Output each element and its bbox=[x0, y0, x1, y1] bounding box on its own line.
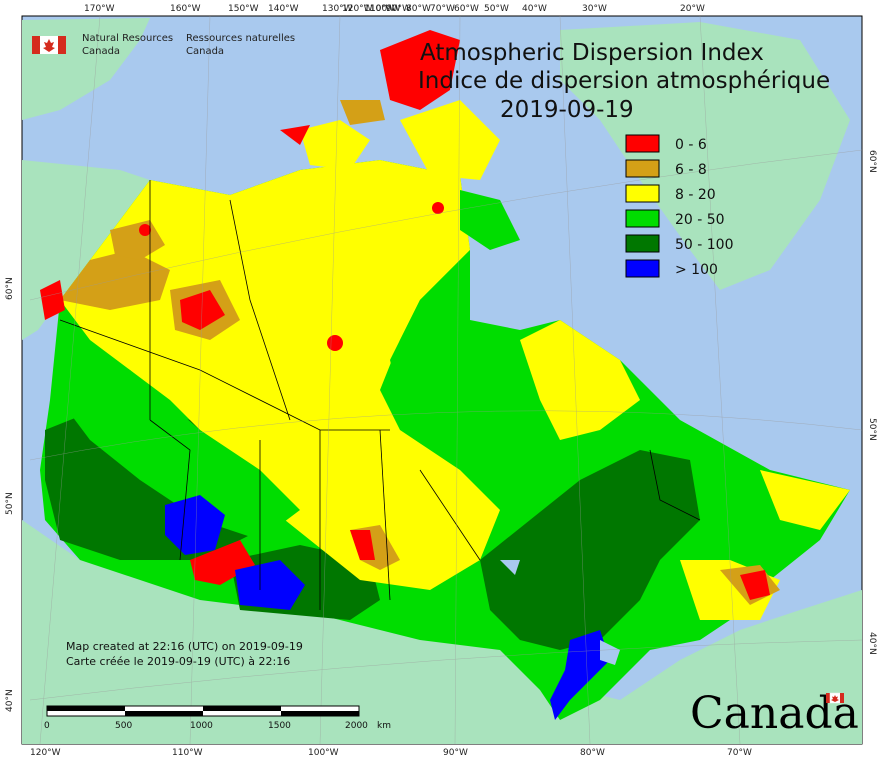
top-tick: 80°W bbox=[406, 4, 431, 14]
legend-item: 6 - 8 bbox=[625, 159, 707, 178]
title-en: Atmospheric Dispersion Index bbox=[420, 40, 764, 66]
bottom-tick: 110°W bbox=[172, 748, 203, 758]
legend-label: 20 - 50 bbox=[675, 212, 725, 228]
agency-block: Natural Resources Canada Ressources natu… bbox=[32, 33, 295, 57]
agency-en-line1: Natural Resources bbox=[82, 33, 173, 44]
scale-label: 2000 bbox=[345, 721, 368, 731]
top-tick: 160°W bbox=[170, 4, 201, 14]
right-axis: 60°N 50°N 40°N bbox=[867, 150, 877, 655]
title-fr: Indice de dispersion atmosphérique bbox=[418, 68, 830, 94]
scale-label: 500 bbox=[115, 721, 132, 731]
legend-item: 50 - 100 bbox=[625, 234, 734, 253]
flag-icon bbox=[32, 36, 40, 54]
right-tick: 60°N bbox=[867, 150, 877, 173]
legend-item: > 100 bbox=[625, 259, 718, 278]
bottom-tick: 70°W bbox=[727, 748, 752, 758]
scale-unit: km bbox=[377, 721, 391, 731]
top-tick: 60°W bbox=[454, 4, 479, 14]
top-tick: 20°W bbox=[680, 4, 705, 14]
top-tick: 140°W bbox=[268, 4, 299, 14]
created-note-en: Map created at 22:16 (UTC) on 2019-09-19 bbox=[66, 640, 303, 653]
legend: 0 - 6 6 - 8 8 - 20 20 - 50 50 - 100 > 10… bbox=[625, 134, 734, 278]
top-tick: 100°W bbox=[370, 4, 401, 14]
right-tick: 50°N bbox=[867, 418, 877, 441]
agency-fr-line1: Ressources naturelles bbox=[186, 33, 295, 44]
top-tick: 70°W bbox=[430, 4, 455, 14]
bottom-tick: 80°W bbox=[580, 748, 605, 758]
left-tick: 40°N bbox=[5, 689, 15, 712]
legend-swatch bbox=[625, 259, 660, 278]
top-tick: 150°W bbox=[228, 4, 259, 14]
left-tick: 50°N bbox=[5, 492, 15, 515]
legend-label: 0 - 6 bbox=[675, 137, 707, 153]
bottom-axis: 120°W 110°W 100°W 90°W 80°W 70°W bbox=[30, 748, 752, 758]
right-tick: 40°N bbox=[867, 632, 877, 655]
legend-item: 0 - 6 bbox=[625, 134, 707, 153]
legend-item: 20 - 50 bbox=[625, 209, 725, 228]
map-date: 2019-09-19 bbox=[500, 97, 634, 123]
wordmark-flag-icon bbox=[826, 693, 830, 703]
bottom-tick: 100°W bbox=[308, 748, 339, 758]
top-tick: 90°W bbox=[386, 4, 411, 14]
graticule bbox=[29, 15, 863, 745]
scale-label: 1500 bbox=[268, 721, 291, 731]
scale-bar: 0 500 1000 1500 2000 km bbox=[44, 705, 391, 731]
agency-en-line2: Canada bbox=[82, 46, 120, 57]
province-borders bbox=[59, 180, 701, 610]
top-axis: 170°W 160°W 150°W 140°W 130°W 120°W 110°… bbox=[84, 4, 705, 14]
top-tick: 50°W bbox=[484, 4, 509, 14]
created-note-fr: Carte créée le 2019-09-19 (UTC) à 22:16 bbox=[66, 655, 290, 668]
top-tick: 130°W bbox=[322, 4, 353, 14]
legend-item: 8 - 20 bbox=[625, 184, 716, 203]
top-tick: 40°W bbox=[522, 4, 547, 14]
left-axis: 60°N 50°N 40°N bbox=[5, 277, 15, 712]
scale-label: 1000 bbox=[190, 721, 213, 731]
top-tick: 170°W bbox=[84, 4, 115, 14]
legend-swatch bbox=[625, 159, 660, 178]
top-tick: 120°W bbox=[342, 4, 373, 14]
legend-label: > 100 bbox=[675, 262, 718, 278]
top-tick: 30°W bbox=[582, 4, 607, 14]
legend-swatch bbox=[625, 209, 660, 228]
legend-label: 6 - 8 bbox=[675, 162, 707, 178]
left-tick: 60°N bbox=[5, 277, 15, 300]
canada-wordmark: Canada bbox=[690, 688, 859, 739]
scale-label: 0 bbox=[44, 721, 50, 731]
bottom-tick: 120°W bbox=[30, 748, 61, 758]
bottom-tick: 90°W bbox=[443, 748, 468, 758]
legend-label: 8 - 20 bbox=[675, 187, 716, 203]
legend-label: 50 - 100 bbox=[675, 237, 734, 253]
legend-swatch bbox=[625, 184, 660, 203]
agency-fr-line2: Canada bbox=[186, 46, 224, 57]
legend-swatch bbox=[625, 134, 660, 153]
top-tick: 110°W bbox=[364, 4, 395, 14]
legend-swatch bbox=[625, 234, 660, 253]
